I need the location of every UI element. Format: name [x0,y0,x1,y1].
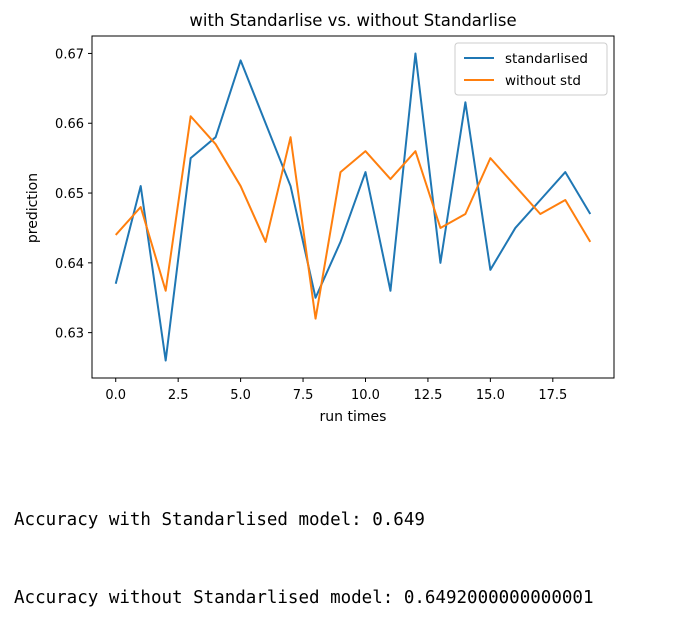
accuracy-standarlised-line: Accuracy with Standarlised model: 0.649 [14,507,593,533]
accuracy-without-std-line: Accuracy without Standarlised model: 0.6… [14,585,593,611]
x-tick-label: 2.5 [168,388,189,403]
x-tick-label: 5.0 [230,388,251,403]
legend-label: without std [505,73,581,89]
legend-label: standarlised [505,51,588,67]
y-tick-label: 0.64 [55,257,84,272]
x-tick-label: 15.0 [476,388,505,403]
x-tick-label: 17.5 [538,388,567,403]
x-tick-label: 7.5 [293,388,314,403]
line-chart: with Standarlise vs. without Standarlise… [0,0,682,440]
x-axis-label: run times [320,409,387,425]
y-tick-label: 0.65 [55,187,84,202]
y-axis-label: prediction [25,173,41,243]
x-tick-label: 12.5 [413,388,442,403]
chart-title: with Standarlise vs. without Standarlise [189,11,516,30]
x-tick-label: 10.0 [351,388,380,403]
x-tick-label: 0.0 [105,388,126,403]
y-tick-label: 0.63 [55,327,84,342]
legend: standarlised without std [455,43,607,95]
console-output: Accuracy with Standarlised model: 0.649 … [14,455,593,637]
y-tick-label: 0.66 [55,117,84,132]
y-tick-label: 0.67 [55,47,84,62]
